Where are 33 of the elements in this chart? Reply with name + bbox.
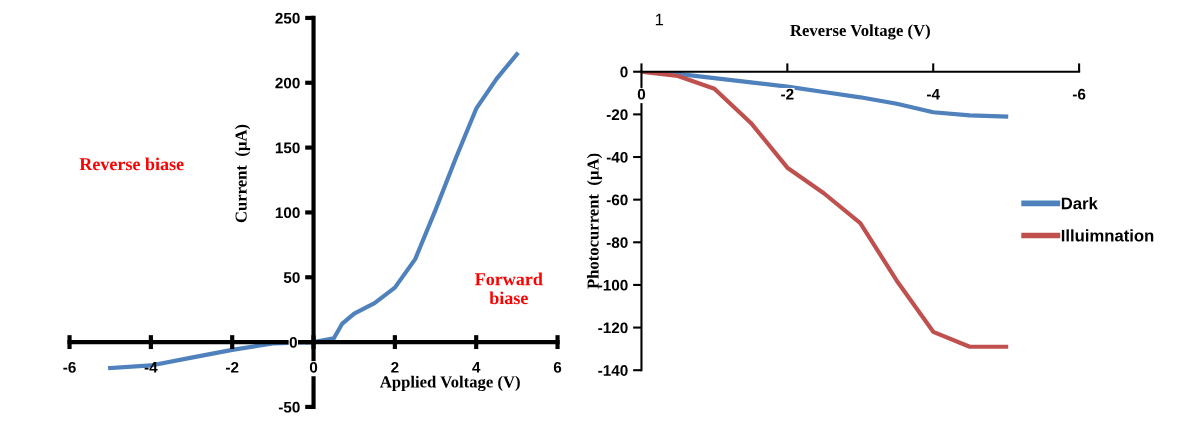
x-tick-label: 4 (472, 362, 481, 373)
y-tick-label: 0 (620, 66, 628, 78)
y-tick-label: 200 (275, 77, 300, 89)
x-tick-label: 6 (553, 361, 562, 373)
x-tick-label: -2 (781, 88, 794, 100)
x-tick-label: -6 (1072, 88, 1086, 100)
y-tick-label: 150 (275, 142, 300, 154)
x-axis-title: Reverse Voltage (V) (790, 24, 930, 40)
y-tick-label: -140 (598, 365, 628, 376)
y-tick-label: -20 (606, 109, 628, 121)
y-axis-title: Current (µA) (234, 124, 251, 223)
y-tick-label: 100 (275, 207, 300, 219)
y-tick-label: 250 (275, 12, 300, 24)
y-tick-label: 50 (283, 272, 300, 283)
y-tick-label: -100 (598, 279, 628, 291)
annotation: Forward biase (475, 272, 543, 305)
x-tick-label: 0 (637, 88, 646, 100)
x-tick-label: 2 (391, 361, 399, 373)
y-tick-label: -60 (606, 194, 628, 206)
x-axis-title: Applied Voltage (V) (379, 375, 520, 392)
y-tick-label: -80 (606, 237, 628, 248)
x-tick-label: -6 (63, 361, 76, 373)
annotation: Reverse biase (79, 157, 184, 171)
y-tick-label: -40 (606, 151, 628, 163)
y-tick-label: -50 (278, 401, 300, 413)
x-tick-label: -2 (226, 361, 239, 373)
x-tick-label: -4 (927, 88, 940, 100)
text: 1 (655, 13, 664, 26)
x-tick-label: 0 (309, 361, 318, 373)
y-tick-label: 0 (289, 336, 297, 348)
legend-label: Illuimnation (1061, 229, 1154, 242)
legend-label: Dark (1061, 197, 1098, 210)
y-tick-label: -120 (598, 322, 628, 334)
